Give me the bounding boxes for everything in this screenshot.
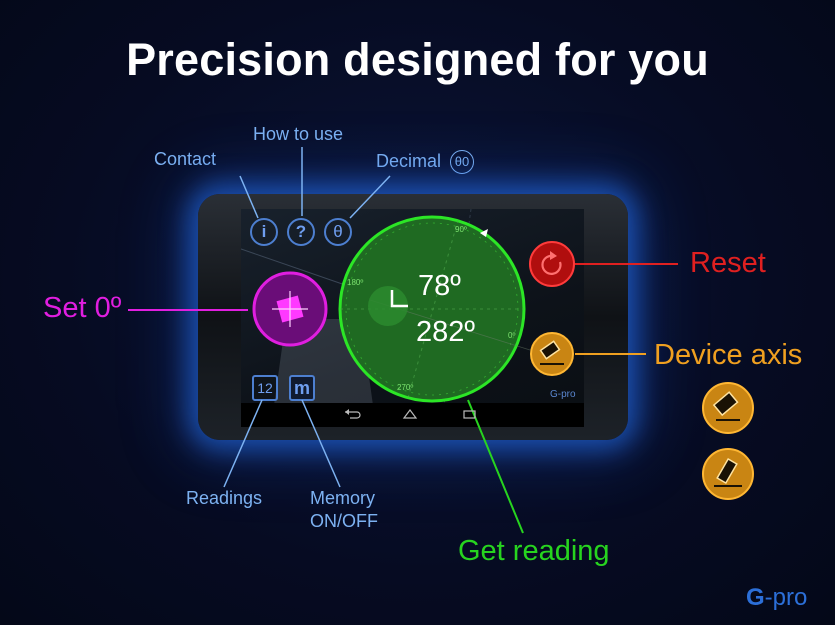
- decimal-callout-line: [349, 175, 391, 219]
- brand-logo-accent: G: [746, 584, 765, 611]
- get-reading-label: Get reading: [458, 535, 610, 567]
- dial-tick-90: 90º: [455, 225, 467, 234]
- decimal-label-text: Decimal: [376, 150, 442, 171]
- memory-toggle-button[interactable]: m: [289, 375, 315, 401]
- info-button[interactable]: i: [250, 218, 278, 246]
- contact-callout-line: [239, 175, 259, 219]
- device-axis-option-flat[interactable]: [702, 448, 754, 500]
- brand-logo: G-pro: [746, 584, 807, 612]
- decimal-button[interactable]: θ: [324, 218, 352, 246]
- device-axis-button[interactable]: [530, 332, 574, 376]
- android-nav-bar: [241, 403, 584, 427]
- reading-primary: 78º: [418, 270, 461, 302]
- set-zero-button[interactable]: [252, 271, 328, 347]
- device-axis-label: Device axis: [654, 339, 803, 371]
- dial-tick-0: 0º: [508, 331, 516, 340]
- readings-label: Readings: [186, 488, 263, 508]
- set-zero-label: Set 0º: [43, 292, 122, 324]
- readings-callout-line: [223, 399, 263, 488]
- home-icon[interactable]: [402, 409, 418, 419]
- back-icon[interactable]: [345, 409, 361, 419]
- reading-secondary: 282º: [416, 316, 475, 348]
- app-watermark: G-pro: [550, 389, 576, 400]
- brand-logo-rest: -pro: [764, 584, 808, 611]
- angle-dial[interactable]: [338, 215, 531, 403]
- reset-label: Reset: [690, 247, 766, 279]
- device-axis-option-upright[interactable]: [702, 382, 754, 434]
- how-to-use-label: How to use: [253, 124, 344, 144]
- memory-label-line1: Memory: [310, 488, 376, 508]
- decimal-label: Decimal θ0: [376, 150, 475, 174]
- get-reading-callout-line: [467, 399, 524, 534]
- contact-label: Contact: [154, 149, 217, 169]
- memory-label-line2: ON/OFF: [310, 511, 378, 531]
- recent-apps-icon[interactable]: [463, 410, 476, 419]
- headline: Precision designed for you: [126, 34, 709, 85]
- memory-callout-line: [301, 399, 341, 488]
- dial-tick-180: 180º: [347, 278, 364, 287]
- decimal-badge-icon: θ0: [450, 150, 475, 174]
- dial-tick-270: 270º: [397, 383, 414, 392]
- reset-button[interactable]: [529, 241, 575, 287]
- readings-button[interactable]: 12: [252, 375, 278, 401]
- help-button[interactable]: ?: [287, 218, 315, 246]
